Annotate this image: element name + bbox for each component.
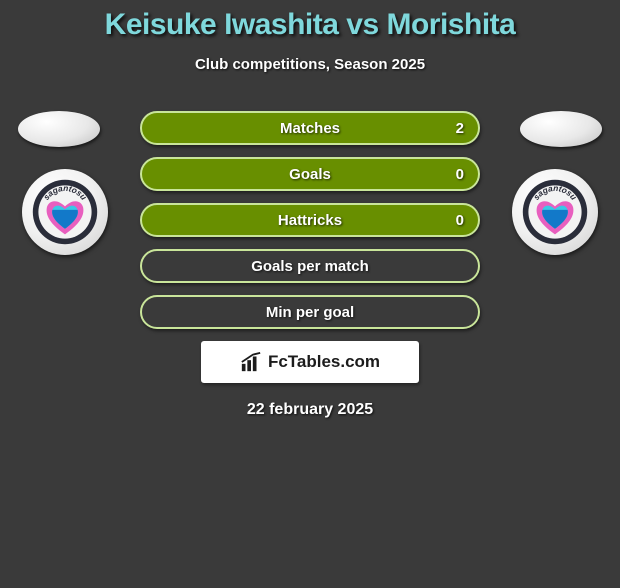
- brand-card: FcTables.com: [201, 341, 419, 383]
- page-title: Keisuke Iwashita vs Morishita: [0, 8, 620, 42]
- stat-label: Min per goal: [266, 304, 354, 321]
- stat-label: Hattricks: [278, 212, 342, 229]
- stat-row: Goals 0: [140, 157, 480, 191]
- club-logo-left: sagantosu: [22, 169, 108, 255]
- stat-row: Hattricks 0: [140, 203, 480, 237]
- comparison-panel: sagantosu sagantosu Matches2Goals0Hattri…: [0, 111, 620, 329]
- subtitle: Club competitions, Season 2025: [0, 56, 620, 73]
- stat-label: Matches: [280, 120, 340, 137]
- snapshot-date: 22 february 2025: [0, 401, 620, 419]
- bar-chart-icon: [240, 351, 262, 373]
- sagantosu-badge-icon: sagantosu: [30, 177, 100, 247]
- brand-name: FcTables.com: [268, 352, 380, 372]
- player-avatar-left: [18, 111, 100, 147]
- stat-row: Min per goal: [140, 295, 480, 329]
- player-avatar-right: [520, 111, 602, 147]
- stat-row: Matches 2: [140, 111, 480, 145]
- stat-rows: Matches 2 Goals 0 Hattricks 0 Goals per match M…: [140, 111, 480, 329]
- stat-value-right: 0: [456, 212, 464, 229]
- stat-label: Goals: [289, 166, 331, 183]
- stat-value-right: 2: [456, 120, 464, 137]
- stat-label: Goals per match: [251, 258, 369, 275]
- stat-row: Goals per match: [140, 249, 480, 283]
- stat-value-right: 0: [456, 166, 464, 183]
- sagantosu-badge-icon: sagantosu: [520, 177, 590, 247]
- club-logo-right: sagantosu: [512, 169, 598, 255]
